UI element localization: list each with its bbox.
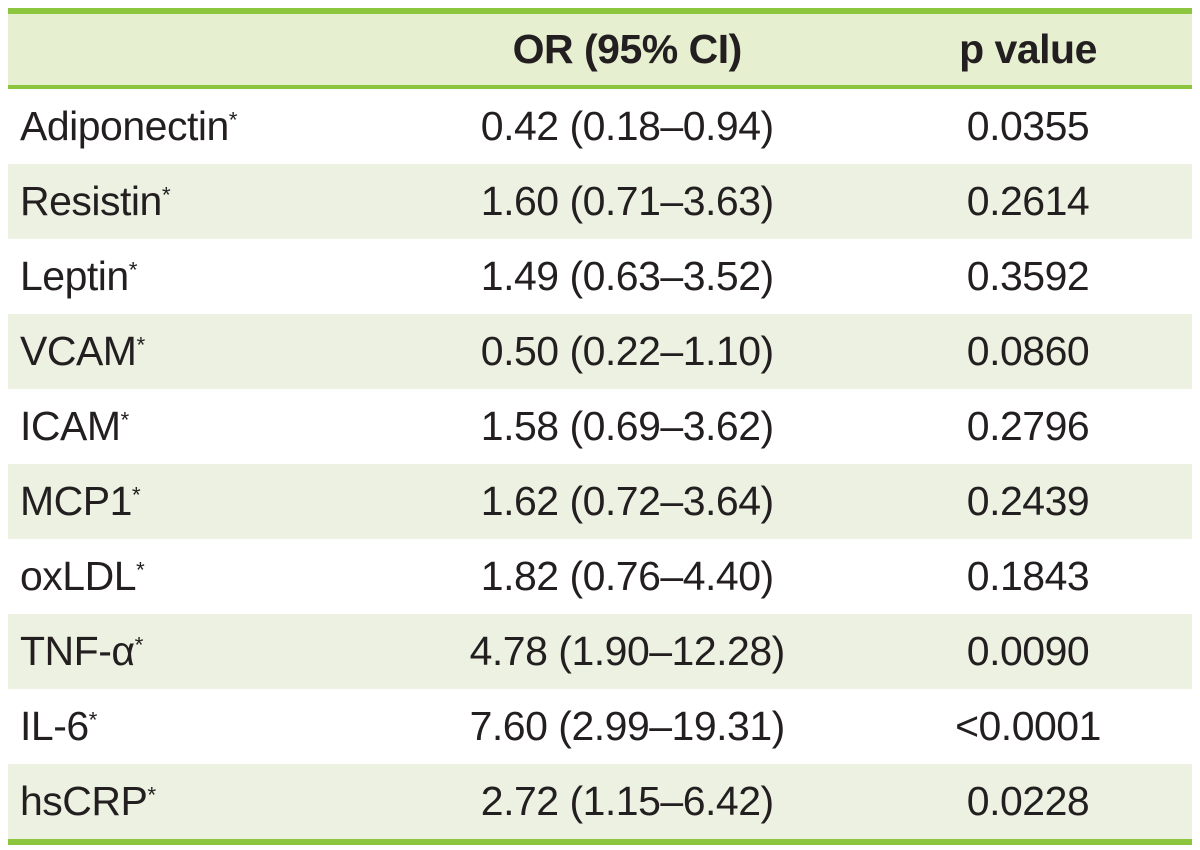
asterisk-footnote-marker: *: [120, 407, 130, 433]
p-value: 0.2439: [966, 478, 1090, 524]
or-ci-value: 4.78 (1.90–12.28): [469, 628, 786, 674]
table-body: Adiponectin* 0.42 (0.18–0.94) 0.0355 Res…: [8, 89, 1192, 839]
table-header-row: OR (95% CI) p value: [8, 14, 1192, 85]
p-value: 0.0090: [966, 628, 1090, 674]
row-label-cell: ICAM*: [8, 403, 390, 450]
asterisk-footnote-marker: *: [88, 707, 98, 733]
p-value: 0.0860: [966, 328, 1090, 374]
or-ci-value: 2.72 (1.15–6.42): [480, 778, 774, 824]
p-value: 0.0355: [966, 103, 1090, 149]
table-row: Leptin* 1.49 (0.63–3.52) 0.3592: [8, 239, 1192, 314]
table-row: Resistin* 1.60 (0.71–3.63) 0.2614: [8, 164, 1192, 239]
or-ci-value: 1.60 (0.71–3.63): [480, 178, 774, 224]
results-table: OR (95% CI) p value Adiponectin* 0.42 (0…: [8, 8, 1192, 845]
asterisk-footnote-marker: *: [136, 557, 145, 583]
or-ci-value: 1.62 (0.72–3.64): [480, 478, 774, 524]
table-row: IL-6* 7.60 (2.99–19.31) <0.0001: [8, 689, 1192, 764]
table-row: TNF-α* 4.78 (1.90–12.28) 0.0090: [8, 614, 1192, 689]
row-label-cell: oxLDL*: [8, 553, 390, 600]
table-row: VCAM* 0.50 (0.22–1.10) 0.0860: [8, 314, 1192, 389]
p-value: 0.2796: [966, 403, 1090, 449]
header-or-ci: OR (95% CI): [512, 26, 743, 72]
row-label-cell: TNF-α*: [8, 628, 390, 675]
table-top-border: [8, 8, 1192, 14]
or-ci-value: 0.42 (0.18–0.94): [480, 103, 774, 149]
or-ci-value: 7.60 (2.99–19.31): [469, 703, 786, 749]
row-label-cell: Leptin*: [8, 253, 390, 300]
row-label-cell: IL-6*: [8, 703, 390, 750]
asterisk-footnote-marker: *: [134, 632, 144, 658]
table-row: oxLDL* 1.82 (0.76–4.40) 0.1843: [8, 539, 1192, 614]
row-label-cell: MCP1*: [8, 478, 390, 525]
biomarker-label: MCP1: [20, 478, 132, 524]
p-value: 0.3592: [966, 253, 1090, 299]
biomarker-label: Leptin: [20, 253, 129, 299]
or-ci-value: 1.49 (0.63–3.52): [480, 253, 774, 299]
biomarker-label: oxLDL: [20, 553, 137, 599]
p-value: 0.0228: [966, 778, 1090, 824]
table-row: hsCRP* 2.72 (1.15–6.42) 0.0228: [8, 764, 1192, 839]
asterisk-footnote-marker: *: [136, 332, 146, 358]
p-value: 0.2614: [966, 178, 1090, 224]
row-label-cell: Adiponectin*: [8, 103, 390, 150]
asterisk-footnote-marker: *: [228, 107, 238, 133]
asterisk-footnote-marker: *: [131, 482, 141, 508]
header-separator-border: [8, 85, 1192, 89]
table-row: ICAM* 1.58 (0.69–3.62) 0.2796: [8, 389, 1192, 464]
row-label-cell: VCAM*: [8, 328, 390, 375]
or-ci-value: 0.50 (0.22–1.10): [480, 328, 774, 374]
biomarker-label: ICAM: [20, 403, 121, 449]
asterisk-footnote-marker: *: [128, 257, 138, 283]
asterisk-footnote-marker: *: [147, 782, 157, 808]
biomarker-label: Adiponectin: [20, 103, 229, 149]
biomarker-label: VCAM: [20, 328, 137, 374]
or-ci-value: 1.82 (0.76–4.40): [480, 553, 774, 599]
biomarker-label: hsCRP: [20, 778, 148, 824]
biomarker-label: Resistin: [20, 178, 162, 224]
biomarker-label: TNF-α: [20, 628, 135, 674]
table-row: MCP1* 1.62 (0.72–3.64) 0.2439: [8, 464, 1192, 539]
p-value: <0.0001: [955, 703, 1101, 749]
biomarker-label: IL-6: [20, 703, 89, 749]
or-ci-value: 1.58 (0.69–3.62): [480, 403, 774, 449]
table-bottom-border: [8, 839, 1192, 845]
row-label-cell: hsCRP*: [8, 778, 390, 825]
p-value: 0.1843: [966, 553, 1090, 599]
table-row: Adiponectin* 0.42 (0.18–0.94) 0.0355: [8, 89, 1192, 164]
header-p-value: p value: [959, 26, 1097, 72]
asterisk-footnote-marker: *: [161, 182, 171, 208]
row-label-cell: Resistin*: [8, 178, 390, 225]
